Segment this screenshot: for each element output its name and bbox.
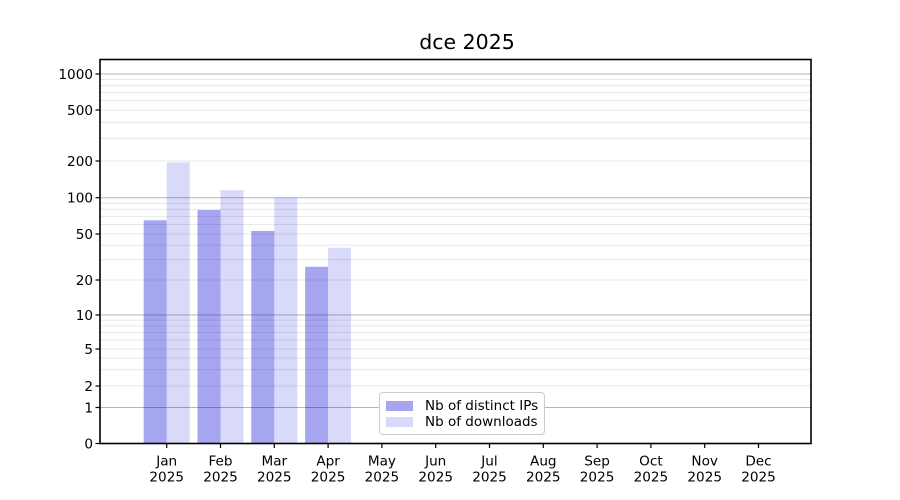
x-tick-label-month: Apr xyxy=(316,454,340,470)
x-tick-label-month: Jun xyxy=(424,454,446,470)
bar-distinct-ips xyxy=(305,266,329,444)
plot-frame xyxy=(99,58,812,445)
x-tick-label-year: 2025 xyxy=(311,470,346,486)
x-tick-label-month: Dec xyxy=(745,454,771,470)
x-tick-label-year: 2025 xyxy=(365,470,400,486)
x-tick-label-month: Nov xyxy=(691,454,718,470)
y-tick-label: 50 xyxy=(76,227,93,243)
x-tick-label-year: 2025 xyxy=(257,470,292,486)
y-tick-label: 2 xyxy=(84,379,93,395)
legend-item-distinct-ips: Nb of distinct IPs xyxy=(386,397,539,414)
bar-downloads xyxy=(220,190,244,444)
x-tick-label-year: 2025 xyxy=(418,470,453,486)
y-tick-label: 10 xyxy=(76,308,93,324)
x-tick-label-month: Feb xyxy=(208,454,232,470)
x-tick-label-year: 2025 xyxy=(741,470,776,486)
x-tick-label-month: Jul xyxy=(480,454,497,470)
x-tick-label-month: Aug xyxy=(530,454,557,470)
bar-distinct-ips xyxy=(143,220,167,444)
x-tick-label-month: Oct xyxy=(639,454,663,470)
y-tick-label: 1 xyxy=(84,400,93,416)
legend-item-downloads: Nb of downloads xyxy=(386,413,538,430)
legend: Nb of distinct IPs Nb of downloads xyxy=(379,392,545,435)
y-tick-label: 0 xyxy=(84,436,93,452)
legend-label-distinct-ips: Nb of distinct IPs xyxy=(425,397,539,414)
bar-downloads xyxy=(274,197,298,444)
x-tick-label-year: 2025 xyxy=(149,470,184,486)
bar-distinct-ips xyxy=(197,210,221,444)
bar-downloads xyxy=(166,162,190,444)
y-tick-label: 100 xyxy=(67,191,93,207)
x-tick-label-year: 2025 xyxy=(580,470,615,486)
x-tick-label-month: May xyxy=(368,454,396,470)
x-tick-label-month: Sep xyxy=(584,454,610,470)
y-tick-label: 200 xyxy=(67,154,93,170)
bar-downloads xyxy=(328,247,352,444)
y-tick-label: 500 xyxy=(67,103,93,119)
x-tick-label-year: 2025 xyxy=(526,470,561,486)
legend-swatch-downloads xyxy=(386,416,413,427)
x-tick-label-month: Mar xyxy=(261,454,287,470)
x-tick-label-month: Jan xyxy=(155,454,177,470)
y-tick-label: 20 xyxy=(76,273,93,289)
y-tick-label: 5 xyxy=(84,342,93,358)
x-tick-label-year: 2025 xyxy=(687,470,722,486)
x-tick-label-year: 2025 xyxy=(203,470,238,486)
legend-swatch-distinct-ips xyxy=(386,400,413,411)
legend-label-downloads: Nb of downloads xyxy=(425,413,538,430)
x-tick-label-year: 2025 xyxy=(472,470,507,486)
bar-distinct-ips xyxy=(251,230,275,444)
chart-title: dce 2025 xyxy=(419,30,515,54)
x-tick-label-year: 2025 xyxy=(634,470,669,486)
y-tick-label: 1000 xyxy=(58,67,93,83)
